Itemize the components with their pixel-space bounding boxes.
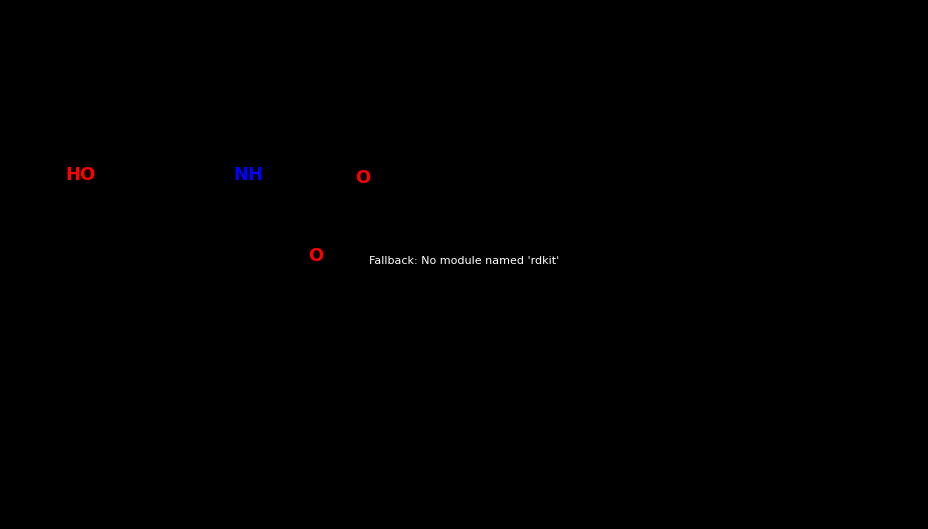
Text: O: O bbox=[308, 247, 323, 265]
Text: HO: HO bbox=[65, 166, 96, 184]
Text: O: O bbox=[355, 169, 370, 187]
Text: NH: NH bbox=[233, 166, 263, 184]
Text: Fallback: No module named 'rdkit': Fallback: No module named 'rdkit' bbox=[369, 257, 559, 267]
